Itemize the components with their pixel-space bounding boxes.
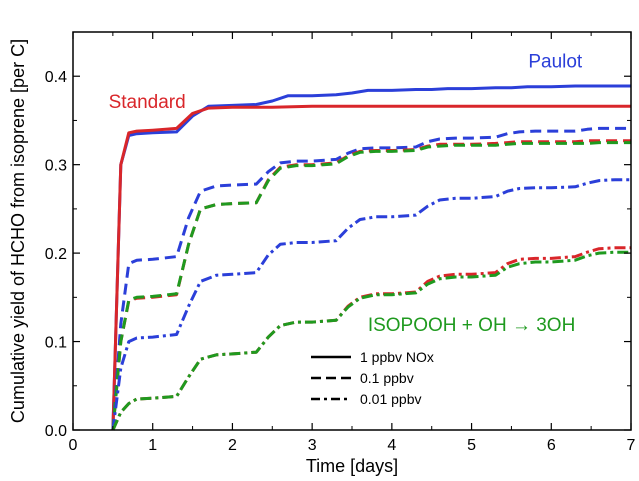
series-line-dashdot [111,250,631,431]
x-tick-label: 5 [467,437,476,454]
y-tick-label: 0.1 [45,335,67,352]
legend-label-0.1-ppbv: 0.1 ppbv [360,370,414,386]
series-line-dashed [111,141,631,431]
x-tick-label: 0 [69,437,78,454]
y-axis-title: Cumulative yield of HCHO from isoprene [… [8,39,28,423]
x-tick-label: 3 [308,437,317,454]
series-line-solid [111,104,631,431]
isopooh-annotation: ISOPOOH + OH → 3OH [368,315,575,336]
series-line-dashed [111,126,631,431]
legend: 1 ppbv NOx 0.1 ppbv 0.01 ppbv [311,349,434,407]
series-line-dashdot [111,178,631,431]
legend-label-1-ppbv: 1 ppbv NOx [360,349,434,365]
x-tick-label: 2 [228,437,237,454]
y-tick-label: 0.2 [45,246,67,263]
paulot-annotation: Paulot [528,51,583,72]
y-tick-label: 0.0 [45,423,67,440]
series-line-solid [111,84,631,431]
x-tick-label: 7 [627,437,636,454]
x-tick-label: 4 [387,437,396,454]
series-line-dashed [111,139,631,431]
x-tick-label: 1 [148,437,157,454]
standard-annotation: Standard [109,92,186,113]
series-layer [111,84,631,431]
y-tick-label: 0.4 [45,69,67,86]
legend-label-0.01-ppbv: 0.01 ppbv [360,391,422,407]
x-tick-label: 6 [547,437,556,454]
y-tick-label: 0.3 [45,158,67,175]
x-axis-title: Time [days] [306,456,398,476]
axis-layer: 0 1 2 3 4 5 6 7 0.0 0.1 0.2 0.3 0.4 [45,31,636,454]
